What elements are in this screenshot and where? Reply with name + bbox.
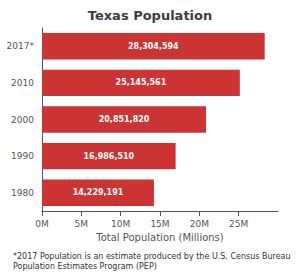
svg-text:*2017 Population is an estimat: *2017 Population is an estimate produced… (13, 252, 293, 261)
svg-text:Total Population (Millions): Total Population (Millions) (95, 232, 224, 243)
svg-text:25M: 25M (229, 219, 248, 229)
svg-text:2010: 2010 (11, 78, 34, 88)
svg-text:20,851,820: 20,851,820 (99, 115, 150, 124)
svg-text:5M: 5M (75, 219, 89, 229)
svg-text:0M: 0M (35, 219, 49, 229)
svg-text:2000: 2000 (11, 115, 34, 125)
svg-text:Population Estimates Program (: Population Estimates Program (PEP) (13, 262, 157, 271)
svg-text:2017*: 2017* (7, 41, 35, 51)
svg-text:20M: 20M (190, 219, 209, 229)
svg-text:1990: 1990 (11, 151, 34, 161)
svg-text:1980: 1980 (11, 188, 34, 198)
svg-text:15M: 15M (150, 219, 169, 229)
svg-text:28,304,594: 28,304,594 (128, 42, 179, 51)
svg-text:14,229,191: 14,229,191 (73, 188, 124, 197)
svg-text:Texas Population: Texas Population (88, 8, 212, 23)
svg-text:25,145,561: 25,145,561 (116, 78, 167, 87)
svg-text:16,986,510: 16,986,510 (84, 152, 135, 161)
svg-text:10M: 10M (111, 219, 130, 229)
